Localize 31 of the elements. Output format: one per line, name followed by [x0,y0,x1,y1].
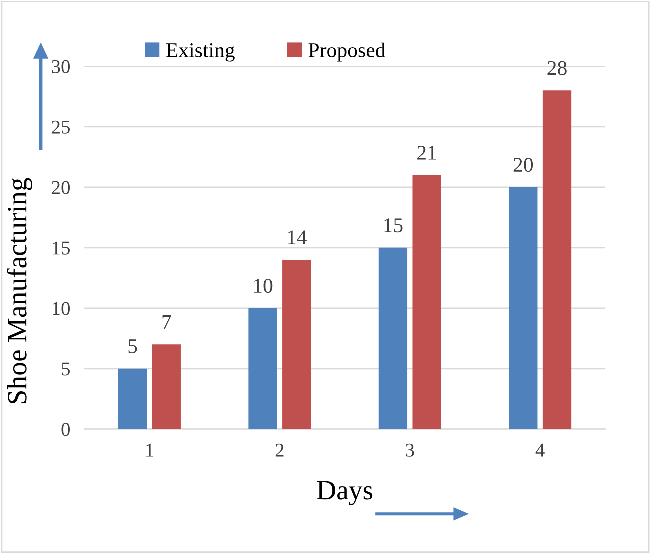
y-tick-label: 10 [53,302,70,316]
data-label: 28 [548,61,567,76]
data-label: 7 [162,315,172,330]
y-tick-label: 0 [62,423,70,436]
data-label: 5 [128,340,138,354]
data-label: 20 [514,158,534,172]
legend-label: Existing [166,43,235,62]
x-tick-label: 4 [536,444,545,457]
data-label: 15 [384,218,403,233]
bar [152,344,181,430]
bar [248,308,278,430]
x-tick-label: 2 [276,444,284,457]
y-tick-label: 25 [52,120,70,134]
bar [118,368,148,430]
bar [542,90,572,430]
y-tick-label: 5 [62,362,70,376]
bar [378,248,408,430]
y-axis-title: Shoe Manufacturing [7,178,33,404]
legend-label: Proposed [308,42,386,62]
y-tick-label: 20 [52,181,70,194]
x-tick-label: 3 [406,444,414,457]
data-label: 10 [254,278,273,294]
y-tick-label: 30 [52,60,70,74]
bar [412,175,442,430]
y-tick-label: 15 [53,242,70,255]
bar [282,260,312,430]
data-label: 14 [288,230,307,244]
x-tick-label: 1 [146,444,154,457]
bar [509,187,538,430]
data-label: 21 [418,146,436,160]
x-axis-title: Days [317,481,373,506]
